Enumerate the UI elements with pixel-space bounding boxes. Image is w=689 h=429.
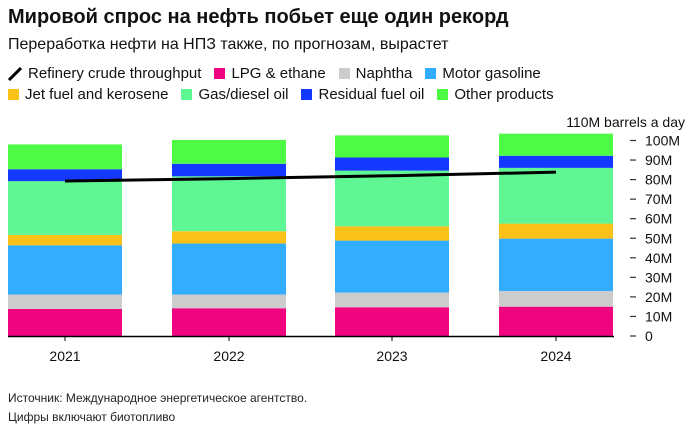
bar-segment xyxy=(172,243,286,295)
refinery-throughput-line xyxy=(64,170,557,183)
y-unit-label: 110M barrels a day xyxy=(566,114,685,130)
y-tick-label: 40M xyxy=(645,250,672,266)
legend-item: Gas/diesel oil xyxy=(181,86,288,103)
bar-segment xyxy=(172,308,286,336)
bar-segment xyxy=(499,238,613,292)
legend-item: Jet fuel and kerosene xyxy=(8,86,168,103)
x-tick-label: 2022 xyxy=(213,348,244,364)
bar-segment xyxy=(499,291,613,307)
y-tick-label: 30M xyxy=(645,269,672,285)
legend-swatch xyxy=(8,89,19,100)
bar-segment xyxy=(172,231,286,244)
legend-item: Naphtha xyxy=(338,65,413,82)
source-note: Источник: Международное энергетическое а… xyxy=(8,391,308,405)
bar-segment xyxy=(172,163,286,177)
bar-segment xyxy=(499,223,613,239)
legend-label: Residual fuel oil xyxy=(318,86,425,103)
y-tick-label: 0 xyxy=(645,328,653,344)
legend-swatch xyxy=(437,89,449,100)
bar-segment xyxy=(172,139,286,164)
bar-segment xyxy=(8,245,122,295)
bar-segment xyxy=(8,309,122,336)
bar-segment xyxy=(335,292,449,308)
chart-title: Мировой спрос на нефть побьет еще один р… xyxy=(8,6,509,28)
legend-row: Jet fuel and kerosene Gas/diesel oil Resid… xyxy=(8,86,567,103)
bar-segment xyxy=(8,169,122,182)
y-tick-label: 90M xyxy=(645,152,672,168)
x-tick-label: 2023 xyxy=(376,348,407,364)
bar-segment xyxy=(172,176,286,232)
legend-swatch xyxy=(301,89,313,100)
x-tick-label: 2021 xyxy=(49,348,80,364)
legend-label: Motor gasoline xyxy=(442,65,541,82)
bar-segment xyxy=(8,234,122,246)
footnote: Цифры включают биотопливо xyxy=(8,410,176,424)
y-tick-label: 60M xyxy=(645,211,672,227)
legend-label: Other products xyxy=(454,86,554,103)
y-tick-label: 50M xyxy=(645,230,672,246)
legend-label: Refinery crude throughput xyxy=(28,65,202,82)
bar-segment xyxy=(335,240,449,293)
legend-swatch xyxy=(338,68,350,79)
x-tick-label: 2024 xyxy=(540,348,571,364)
bar-segment xyxy=(335,307,449,336)
y-tick-label: 10M xyxy=(645,308,672,324)
bar-segment xyxy=(499,306,613,336)
y-tick-label: 70M xyxy=(645,191,672,207)
bar-segment xyxy=(335,226,449,241)
legend-line-icon xyxy=(8,66,22,81)
bar-segment xyxy=(499,133,613,156)
bar-segment xyxy=(172,294,286,309)
legend-item: Other products xyxy=(437,86,554,103)
legend-swatch xyxy=(214,68,226,79)
legend-swatch xyxy=(425,68,437,79)
bar-segment xyxy=(335,170,449,227)
bar-segment xyxy=(499,167,613,224)
legend-label: Gas/diesel oil xyxy=(198,86,289,103)
bar-segment xyxy=(8,294,122,310)
legend-label: Jet fuel and kerosene xyxy=(25,86,169,103)
y-tick-label: 80M xyxy=(645,172,672,188)
legend-row: Refinery crude throughput LPG & ethane Nap… xyxy=(8,65,554,82)
legend-item: Motor gasoline xyxy=(425,65,541,82)
legend-item: Refinery crude throughput xyxy=(8,65,201,82)
legend-item: LPG & ethane xyxy=(214,65,326,82)
y-tick-label: 100M xyxy=(645,133,680,149)
chart-subtitle: Переработка нефти на НПЗ также, по прогн… xyxy=(8,36,449,53)
y-tick-label: 20M xyxy=(645,289,672,305)
bar-segment xyxy=(8,144,122,170)
legend-swatch xyxy=(181,89,193,100)
bar-segment xyxy=(335,157,449,171)
legend-label: Naphtha xyxy=(355,65,413,82)
bar-segment xyxy=(499,155,613,168)
bar-segment xyxy=(335,135,449,158)
legend-item: Residual fuel oil xyxy=(301,86,424,103)
legend-label: LPG & ethane xyxy=(231,65,326,82)
bar-segment xyxy=(8,181,122,235)
